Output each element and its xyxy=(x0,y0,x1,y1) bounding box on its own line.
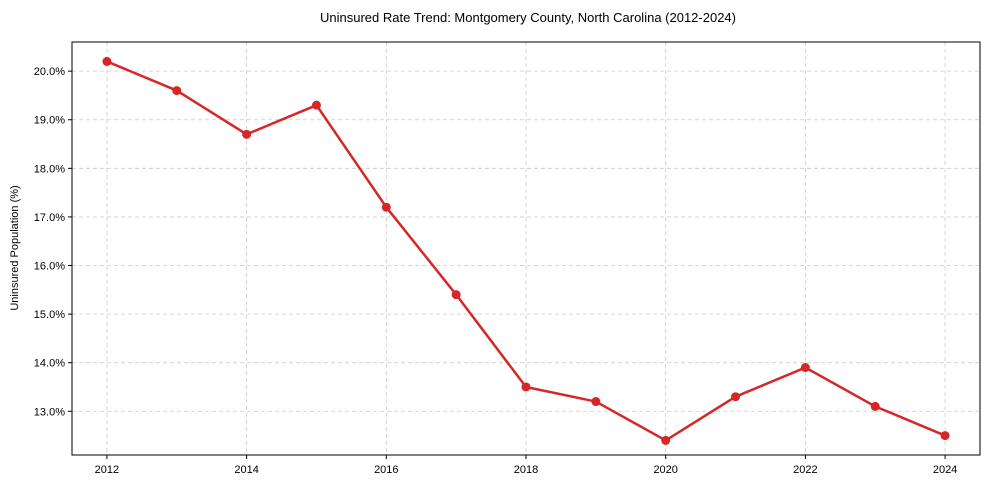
data-point-2015 xyxy=(311,100,321,110)
y-tick-label: 19.0% xyxy=(34,115,65,127)
x-tick-label: 2016 xyxy=(374,464,398,476)
data-point-2019 xyxy=(591,397,601,407)
x-axis-ticks: 2012 2014 2016 2018 2020 2022 2024 xyxy=(95,455,957,476)
y-tick-label: 18.0% xyxy=(34,163,65,175)
x-tick-label: 2020 xyxy=(653,464,677,476)
y-tick-label: 14.0% xyxy=(34,358,65,370)
data-point-2020 xyxy=(661,435,671,445)
y-tick-label: 17.0% xyxy=(34,212,65,224)
data-point-2022 xyxy=(800,363,810,373)
data-point-2014 xyxy=(242,129,252,139)
x-tick-label: 2018 xyxy=(514,464,538,476)
x-tick-label: 2012 xyxy=(95,464,119,476)
y-tick-label: 20.0% xyxy=(34,66,65,78)
x-tick-label: 2022 xyxy=(793,464,817,476)
x-tick-label: 2024 xyxy=(933,464,957,476)
data-point-2024 xyxy=(940,431,950,441)
y-tick-label: 16.0% xyxy=(34,261,65,273)
y-axis-label: Uninsured Population (%) xyxy=(9,185,21,310)
grid-lines xyxy=(72,42,980,455)
data-point-markers xyxy=(102,56,950,445)
x-tick-label: 2014 xyxy=(234,464,258,476)
y-tick-label: 15.0% xyxy=(34,309,65,321)
data-point-2018 xyxy=(521,382,531,392)
data-point-2023 xyxy=(870,401,880,411)
y-axis-ticks: 13.0% 14.0% 15.0% 16.0% 17.0% 18.0% 19.0% 20.0% xyxy=(34,66,72,418)
chart-title: Uninsured Rate Trend: Montgomery County,… xyxy=(320,10,736,25)
data-point-2013 xyxy=(172,86,182,96)
data-point-2021 xyxy=(731,392,741,402)
data-point-2016 xyxy=(381,202,391,212)
data-point-2017 xyxy=(451,290,461,300)
data-point-2012 xyxy=(102,56,112,66)
y-tick-label: 13.0% xyxy=(34,406,65,418)
